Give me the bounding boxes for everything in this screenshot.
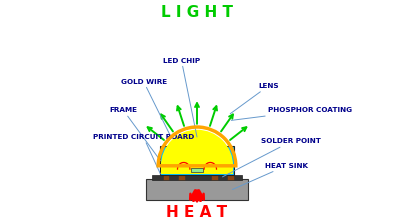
Text: PRINTED CIRCUIT BOARD: PRINTED CIRCUIT BOARD xyxy=(93,134,194,174)
Bar xyxy=(152,175,242,180)
Bar xyxy=(146,179,248,200)
Bar xyxy=(161,165,233,173)
Text: PHOSPHOR COATING: PHOSPHOR COATING xyxy=(231,107,352,120)
Bar xyxy=(227,174,234,180)
Text: LENS: LENS xyxy=(230,83,279,114)
Text: HEAT SINK: HEAT SINK xyxy=(232,163,308,190)
Text: LED CHIP: LED CHIP xyxy=(163,58,200,137)
Text: FRAME: FRAME xyxy=(110,107,160,161)
Bar xyxy=(163,174,169,180)
Bar xyxy=(191,168,203,172)
Text: L I G H T: L I G H T xyxy=(161,5,233,20)
Bar xyxy=(178,174,185,180)
Text: GOLD WIRE: GOLD WIRE xyxy=(121,78,171,138)
Bar xyxy=(160,146,234,175)
Text: SOLDER POINT: SOLDER POINT xyxy=(223,138,321,177)
Wedge shape xyxy=(161,130,233,166)
Bar xyxy=(212,174,218,180)
Text: H E A T: H E A T xyxy=(166,205,228,220)
